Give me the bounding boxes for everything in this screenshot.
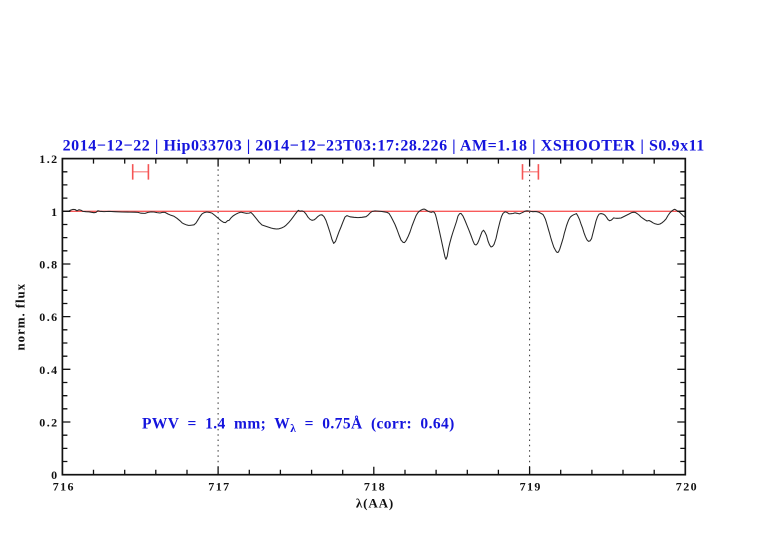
svg-text:0: 0: [51, 468, 58, 482]
svg-text:719: 719: [520, 479, 542, 493]
svg-text:2014−12−22 | Hip033703 | 2014−: 2014−12−22 | Hip033703 | 2014−12−23T03:1…: [63, 137, 705, 154]
svg-text:PWV = 1.4 mm; Wλ = 0.75Å (corr: PWV = 1.4 mm; Wλ = 0.75Å (corr: 0.64): [142, 415, 455, 435]
svg-text:0.8: 0.8: [39, 258, 58, 272]
svg-text:716: 716: [53, 479, 75, 493]
svg-text:718: 718: [364, 479, 386, 493]
svg-text:717: 717: [208, 479, 230, 493]
svg-text:λ(AA): λ(AA): [356, 496, 394, 511]
svg-text:1.2: 1.2: [39, 152, 58, 166]
svg-text:0.6: 0.6: [39, 310, 58, 324]
svg-text:720: 720: [676, 479, 698, 493]
svg-text:0.2: 0.2: [39, 416, 58, 430]
svg-text:1: 1: [51, 205, 58, 219]
svg-text:norm. flux: norm. flux: [12, 283, 27, 351]
svg-text:0.4: 0.4: [39, 363, 58, 377]
